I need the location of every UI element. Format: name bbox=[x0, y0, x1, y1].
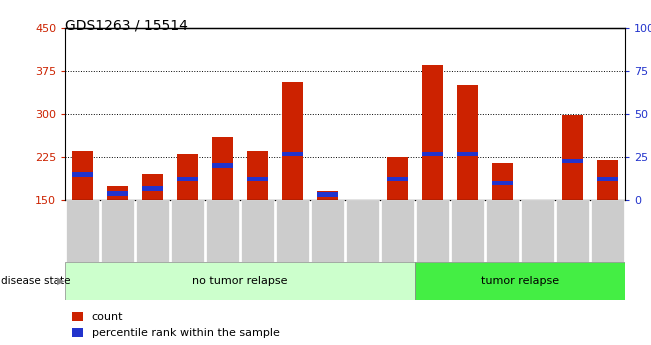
Bar bbox=[247, 177, 268, 181]
Bar bbox=[206, 200, 239, 262]
Bar bbox=[457, 85, 478, 200]
Bar bbox=[142, 186, 163, 191]
Bar bbox=[311, 200, 344, 262]
Bar bbox=[527, 199, 548, 200]
Bar bbox=[142, 174, 163, 200]
Bar bbox=[451, 200, 484, 262]
Bar bbox=[521, 200, 554, 262]
Bar bbox=[107, 186, 128, 200]
Bar bbox=[597, 177, 618, 181]
Bar bbox=[591, 200, 624, 262]
Bar bbox=[346, 200, 379, 262]
Bar bbox=[556, 200, 589, 262]
Bar bbox=[597, 160, 618, 200]
Bar bbox=[422, 65, 443, 200]
Bar bbox=[101, 200, 134, 262]
Bar bbox=[486, 200, 519, 262]
Bar bbox=[247, 151, 268, 200]
Bar bbox=[72, 151, 93, 200]
Bar bbox=[492, 180, 513, 185]
Bar bbox=[171, 200, 204, 262]
Bar bbox=[282, 82, 303, 200]
Bar bbox=[317, 191, 338, 200]
Bar bbox=[387, 177, 408, 181]
Bar bbox=[317, 192, 338, 197]
Bar bbox=[282, 152, 303, 156]
Bar bbox=[212, 137, 233, 200]
Text: no tumor relapse: no tumor relapse bbox=[192, 276, 288, 286]
Bar bbox=[276, 200, 309, 262]
Bar bbox=[136, 200, 169, 262]
Bar bbox=[72, 172, 93, 177]
Bar bbox=[387, 157, 408, 200]
Bar bbox=[562, 115, 583, 200]
Legend: count, percentile rank within the sample: count, percentile rank within the sample bbox=[67, 307, 284, 343]
Text: GDS1263 / 15514: GDS1263 / 15514 bbox=[65, 19, 188, 33]
Bar bbox=[457, 152, 478, 156]
Bar bbox=[66, 200, 99, 262]
Bar bbox=[492, 163, 513, 200]
Bar bbox=[107, 191, 128, 196]
Bar bbox=[422, 152, 443, 156]
Bar bbox=[177, 154, 198, 200]
Bar bbox=[177, 177, 198, 181]
Text: ▶: ▶ bbox=[57, 276, 65, 286]
Text: tumor relapse: tumor relapse bbox=[481, 276, 559, 286]
Bar bbox=[212, 163, 233, 168]
Bar bbox=[416, 200, 449, 262]
Text: disease state: disease state bbox=[1, 276, 71, 286]
Bar bbox=[381, 200, 414, 262]
Bar bbox=[65, 262, 415, 300]
Bar bbox=[415, 262, 625, 300]
Bar bbox=[562, 159, 583, 163]
Bar bbox=[241, 200, 274, 262]
